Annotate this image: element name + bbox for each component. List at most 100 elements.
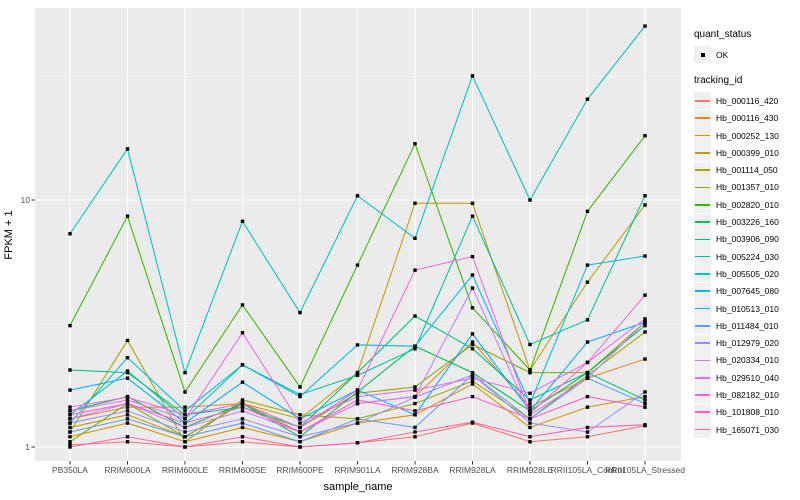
data-point [68,368,72,372]
data-point [183,440,187,444]
legend-key-swatch-icon [694,317,711,335]
data-point [528,391,532,395]
data-point [585,360,590,365]
data-point [125,147,130,151]
legend-label: Hb_007645_080 [716,286,779,297]
data-point [355,388,360,392]
data-point [585,373,590,378]
data-point [298,385,302,389]
legend-label: Hb_003906_090 [716,234,779,245]
data-point [643,390,647,394]
data-point [470,74,475,78]
data-point [528,435,532,439]
data-point [125,409,130,413]
legend-key-swatch-icon [694,265,711,283]
data-point [355,421,360,425]
legend-label: Hb_001114_050 [716,165,778,176]
legend-label: Hb_020334_010 [716,355,779,366]
data-point [240,219,245,223]
legend-key-swatch-icon [694,300,711,317]
data-point [240,421,245,425]
legend-label: Hb_029510_040 [716,372,779,383]
legend-item-Hb_010513_010: Hb_010513_010 [694,300,800,317]
data-point [183,421,187,425]
data-point [240,401,245,406]
data-point [585,318,590,322]
data-point [125,440,130,444]
data-point [240,331,245,335]
data-point [68,413,72,417]
data-point [643,317,647,321]
data-point [470,254,475,259]
data-point [470,382,475,386]
data-point [643,24,647,28]
legend-label: Hb_000399_010 [716,147,779,158]
legend-item-Hb_029510_040: Hb_029510_040 [694,369,800,387]
data-point [413,142,417,146]
x-tick-label: RRIM600PE [276,465,324,475]
legend-key-swatch-icon [694,248,711,266]
legend-item-Hb_101808_010: Hb_101808_010 [694,403,800,421]
data-point [125,376,130,380]
legend: quant_status OK tracking_id Hb_000116_42… [694,29,800,439]
legend-entries: Hb_000116_420 Hb_000116_430 Hb_000252_130 H… [694,92,800,439]
data-point [413,201,417,205]
legend-label: Hb_010513_010 [716,303,779,314]
legend-key-swatch-icon [694,213,711,231]
data-point [298,435,302,439]
legend-item-Hb_003226_160: Hb_003226_160 [694,213,800,231]
legend-item-Hb_001357_010: Hb_001357_010 [694,178,800,196]
legend-item-Hb_000116_430: Hb_000116_430 [694,109,800,127]
data-point [298,440,302,444]
legend-label: Hb_005505_020 [716,268,779,279]
data-point [585,340,590,344]
data-point [68,323,72,328]
data-point [298,430,302,434]
data-point [240,417,245,421]
legend-label: Hb_001357_010 [716,182,779,193]
y-tick-label: 10 [20,195,30,205]
x-tick-label: RRIM600LA [104,465,151,475]
data-point [183,409,187,413]
data-point [355,390,360,394]
data-point [528,440,532,444]
data-point [355,441,360,445]
legend-title-quant-status: quant_status [694,29,752,40]
data-point [68,445,72,449]
data-point [528,405,532,409]
data-point [643,330,647,334]
data-point [413,409,417,413]
legend-key-swatch-icon [694,92,711,110]
data-point [585,435,590,439]
data-point [643,323,647,328]
data-point [68,409,72,413]
legend-key-swatch-icon [694,144,711,162]
x-axis-title: sample_name [323,481,393,493]
data-point [413,236,417,240]
data-point [470,379,475,383]
data-point [643,398,647,402]
data-point [585,405,590,409]
legend-key-swatch-icon [694,351,711,369]
data-point [413,401,417,406]
data-point [125,355,130,360]
legend-item-Hb_000399_010: Hb_000399_010 [694,144,800,162]
data-point [413,268,417,272]
y-tick-label: 1 [25,442,30,452]
data-point [470,340,475,344]
data-point [125,398,130,402]
data-point [470,332,475,336]
data-point [528,398,532,402]
data-point [183,417,187,421]
legend-item-Hb_000252_130: Hb_000252_130 [694,127,800,145]
data-point [528,425,532,430]
data-point [585,376,590,380]
legend-item-Hb_082182_010: Hb_082182_010 [694,386,800,404]
data-point [355,373,360,378]
legend-label: Hb_101808_010 [716,407,779,418]
x-tick-label: RRIM600SE [218,465,267,475]
data-point [298,310,302,315]
data-point [528,409,532,413]
data-point [470,214,475,218]
